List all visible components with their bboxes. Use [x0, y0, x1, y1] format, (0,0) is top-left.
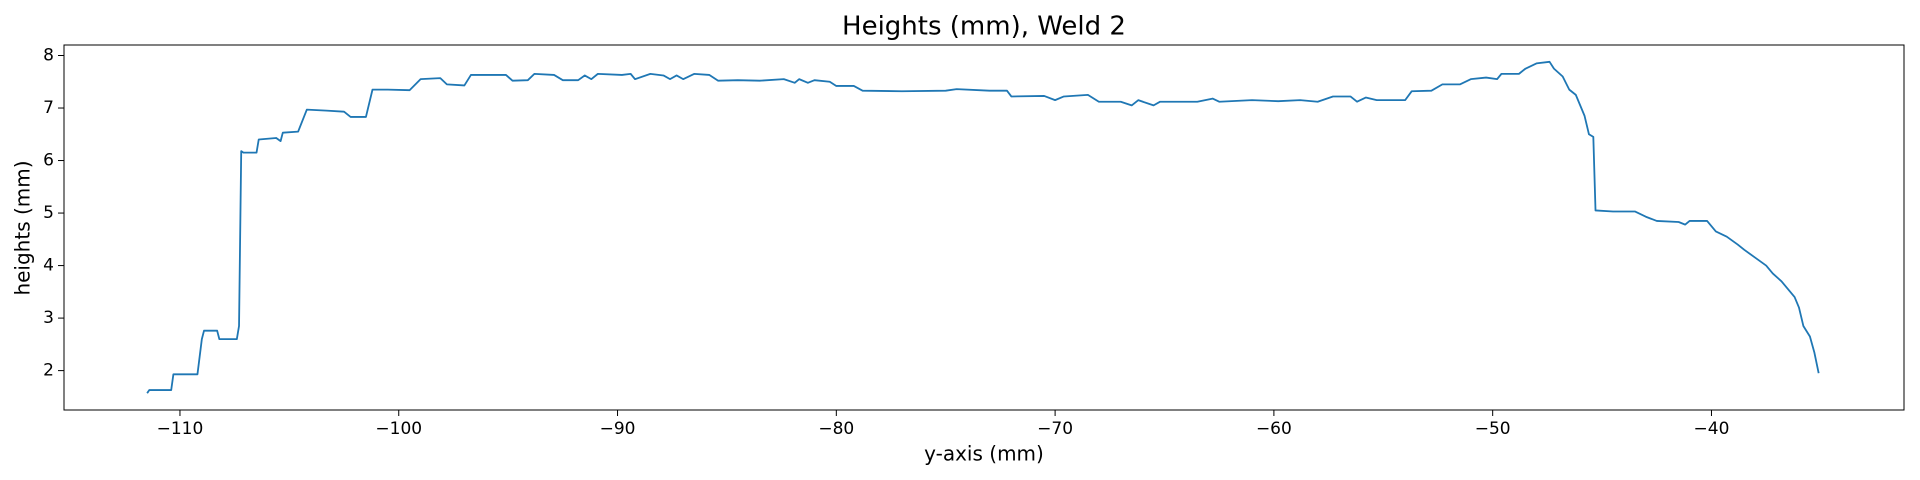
- x-tick-label: −70: [1037, 419, 1073, 439]
- y-tick-label: 3: [43, 308, 54, 328]
- y-tick-label: 4: [43, 256, 54, 276]
- x-tick-label: −110: [157, 419, 204, 439]
- x-tick-label: −40: [1694, 419, 1730, 439]
- x-tick-label: −60: [1256, 419, 1292, 439]
- y-tick-label: 5: [43, 203, 54, 223]
- y-axis-label: heights (mm): [11, 160, 35, 295]
- y-tick-label: 6: [43, 151, 54, 171]
- x-axis-label: y-axis (mm): [924, 442, 1044, 466]
- x-tick-label: −90: [600, 419, 636, 439]
- chart-title: Heights (mm), Weld 2: [842, 12, 1126, 42]
- plot-frame: [63, 44, 1905, 411]
- y-tick-label: 7: [43, 98, 54, 118]
- x-tick-label: −50: [1475, 419, 1511, 439]
- data-line: [146, 60, 1820, 394]
- y-tick-label: 8: [43, 46, 54, 66]
- x-tick-label: −80: [818, 419, 854, 439]
- y-tick-label: 2: [43, 361, 54, 381]
- x-tick-label: −100: [375, 419, 422, 439]
